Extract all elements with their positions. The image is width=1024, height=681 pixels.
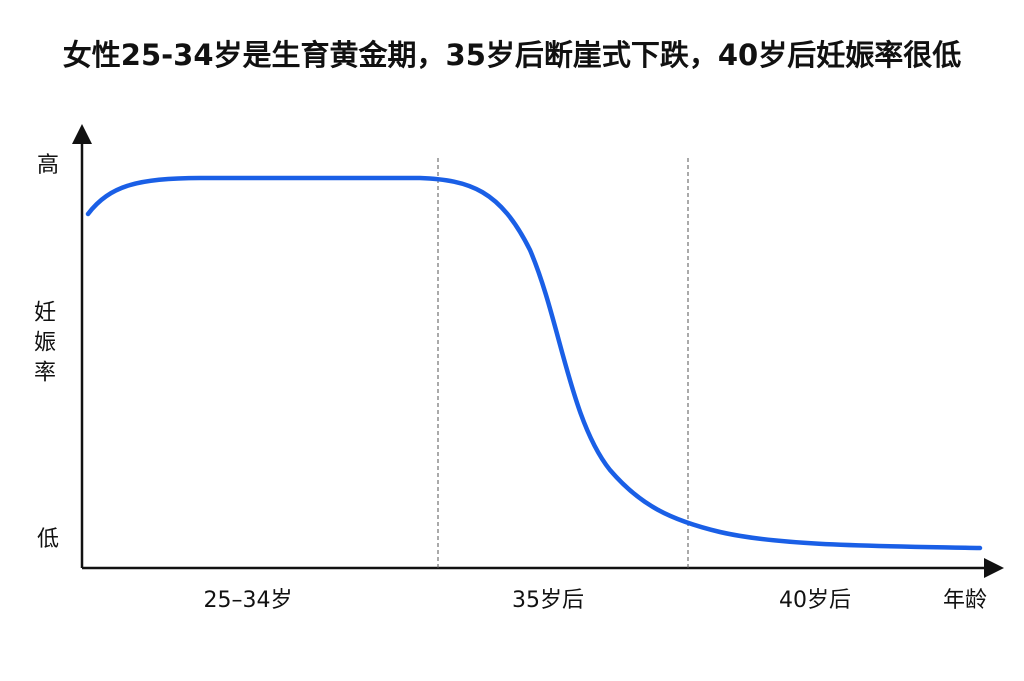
y-top-label: 高 [37,153,59,178]
stage-label: 40岁后 [779,588,851,613]
stage-label: 25–34岁 [204,588,293,613]
stage-label: 35岁后 [512,588,584,613]
y-axis-label: 妊娠率 [30,300,56,390]
title: 女性25-34岁是生育黄金期，35岁后断崖式下跌，40岁后妊娠率很低 [63,38,961,72]
y-bottom-label: 低 [37,527,59,552]
x-axis-label: 年龄 [943,588,987,613]
fertility-curve [85,175,983,551]
